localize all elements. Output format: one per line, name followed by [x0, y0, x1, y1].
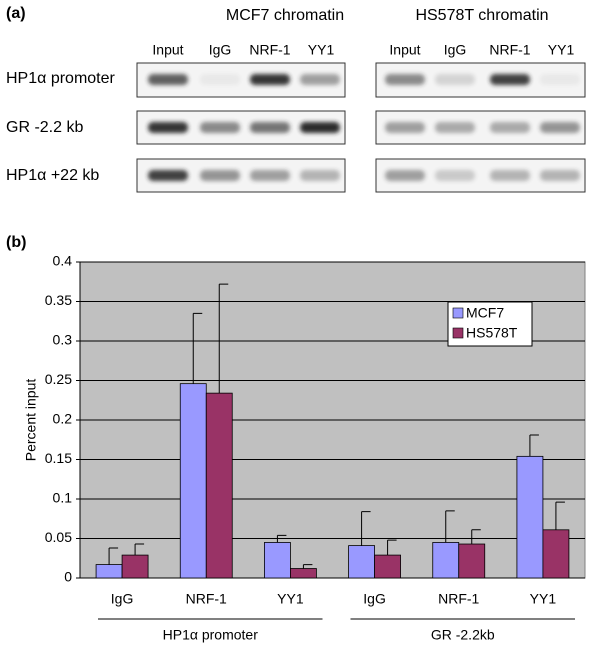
y-tick-label: 0.1: [53, 490, 73, 506]
y-tick-label: 0.2: [53, 411, 73, 427]
lane-label: Input: [389, 42, 420, 58]
x-tick-label: YY1: [277, 591, 304, 607]
y-tick-label: 0.35: [45, 292, 72, 308]
bar: [542, 529, 570, 579]
bar: [121, 554, 149, 579]
lane-label: IgG: [444, 42, 467, 58]
bar: [179, 383, 207, 579]
y-tick-label: 0.4: [53, 253, 73, 269]
group-label: GR -2.2kb: [431, 627, 495, 643]
error-bar: [302, 564, 313, 569]
group-label: HP1α promoter: [163, 627, 259, 643]
bar: [290, 568, 317, 579]
row-label: HP1α +22 kb: [6, 167, 99, 184]
legend-swatch: [452, 327, 464, 339]
row-label: HP1α promoter: [6, 70, 116, 87]
panel-label: (b): [6, 234, 26, 251]
error-bar: [134, 543, 145, 556]
row-label: GR -2.2 kb: [6, 119, 83, 136]
bar: [205, 392, 233, 579]
y-axis-label: Percent input: [23, 379, 39, 462]
bar: [264, 542, 291, 579]
x-tick-label: YY1: [530, 591, 557, 607]
y-tick-label: 0.15: [45, 450, 72, 466]
bar: [516, 455, 544, 579]
x-tick-label: NRF-1: [438, 591, 479, 607]
lane-label: YY1: [548, 42, 575, 58]
gel-image: [136, 62, 586, 193]
bar: [432, 542, 460, 579]
lane-label: NRF-1: [489, 42, 530, 58]
error-bar: [218, 283, 229, 394]
lane-label: IgG: [209, 42, 232, 58]
group-title: HS578T chromatin: [415, 7, 548, 24]
error-bar: [361, 511, 371, 546]
y-tick-label: 0.25: [45, 371, 72, 387]
bar: [374, 554, 401, 579]
error-bar: [445, 510, 455, 543]
bar: [458, 543, 486, 579]
y-tick-label: 0.05: [45, 529, 72, 545]
legend-label: MCF7: [466, 305, 504, 321]
error-bar: [192, 312, 203, 384]
y-tick-label: 0: [64, 569, 72, 585]
y-tick-label: 0.3: [53, 332, 73, 348]
panel-label: (a): [6, 5, 26, 22]
lane-label: NRF-1: [249, 42, 290, 58]
lane-labels: Input IgG NRF-1 YY1 Input IgG NRF-1 YY1: [152, 42, 574, 58]
group-title: MCF7 chromatin: [226, 7, 344, 24]
legend-label: HS578T: [466, 325, 518, 341]
bar: [348, 545, 375, 579]
error-bar: [108, 547, 119, 565]
x-tick-label: IgG: [111, 591, 134, 607]
error-bar: [555, 501, 565, 530]
legend-swatch: [452, 307, 464, 319]
error-bar: [276, 534, 287, 543]
x-tick-label: NRF-1: [186, 591, 227, 607]
lane-label: Input: [152, 42, 183, 58]
error-bar: [529, 434, 539, 457]
lane-label: YY1: [308, 42, 335, 58]
bar: [95, 564, 123, 579]
x-tick-label: IgG: [363, 591, 386, 607]
error-bar: [387, 539, 397, 556]
error-bar: [471, 529, 481, 545]
